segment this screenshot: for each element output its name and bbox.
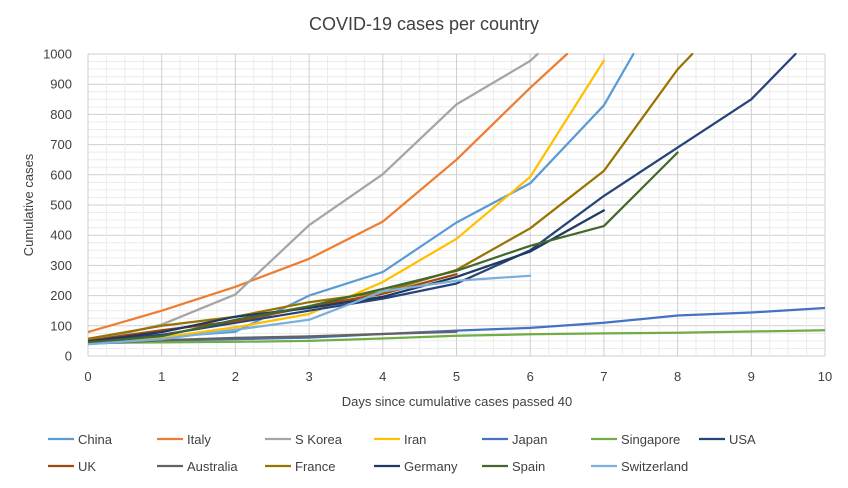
- legend-label: S Korea: [295, 432, 343, 447]
- x-tick-label: 8: [674, 369, 681, 384]
- legend-label: Singapore: [621, 432, 680, 447]
- series-lines: [88, 53, 825, 346]
- legend-label: Spain: [512, 459, 545, 474]
- x-tick-labels: 0 1 2 3 4 5 6 7 8 9 10: [84, 369, 832, 384]
- x-tick-label: 10: [818, 369, 832, 384]
- legend-label: Switzerland: [621, 459, 688, 474]
- x-tick-label: 9: [748, 369, 755, 384]
- legend-label: Japan: [512, 432, 547, 447]
- legend-label: UK: [78, 459, 96, 474]
- x-tick-label: 4: [379, 369, 386, 384]
- y-tick-label: 500: [50, 198, 72, 213]
- x-axis-title: Days since cumulative cases passed 40: [342, 394, 573, 409]
- legend: China Italy S Korea Iran Japan Singapore USA UK…: [48, 432, 756, 474]
- y-tick-label: 400: [50, 228, 72, 243]
- legend-label: Australia: [187, 459, 238, 474]
- y-tick-label: 600: [50, 167, 72, 182]
- x-tick-label: 1: [158, 369, 165, 384]
- legend-label: USA: [729, 432, 756, 447]
- y-tick-label: 800: [50, 107, 72, 122]
- series-line-italy: [88, 53, 569, 334]
- y-tick-label: 100: [50, 318, 72, 333]
- x-tick-label: 3: [305, 369, 312, 384]
- series-line-switzerland: [88, 274, 532, 346]
- y-tick-labels: 0 100 200 300 400 500 600 700 800 900 1000: [43, 47, 72, 364]
- series-line-spain: [88, 151, 679, 344]
- x-tick-label: 2: [232, 369, 239, 384]
- y-tick-label: 900: [50, 77, 72, 92]
- legend-label: Germany: [404, 459, 458, 474]
- legend-label: Iran: [404, 432, 426, 447]
- series-line-s-korea: [88, 53, 539, 344]
- legend-label: Italy: [187, 432, 211, 447]
- series-line-germany: [88, 209, 606, 343]
- legend-label: France: [295, 459, 335, 474]
- x-tick-label: 5: [453, 369, 460, 384]
- series-line-singapore: [88, 329, 825, 345]
- x-tick-label: 7: [600, 369, 607, 384]
- gridlines: [87, 53, 826, 357]
- y-tick-label: 300: [50, 258, 72, 273]
- y-tick-label: 200: [50, 288, 72, 303]
- y-tick-label: 1000: [43, 47, 72, 62]
- series-line-usa: [88, 53, 797, 342]
- x-tick-label: 6: [527, 369, 534, 384]
- chart-title: COVID-19 cases per country: [309, 14, 539, 34]
- legend-label: China: [78, 432, 113, 447]
- y-tick-label: 700: [50, 137, 72, 152]
- y-tick-label: 0: [65, 349, 72, 364]
- x-tick-label: 0: [84, 369, 91, 384]
- y-axis-title: Cumulative cases: [21, 153, 36, 256]
